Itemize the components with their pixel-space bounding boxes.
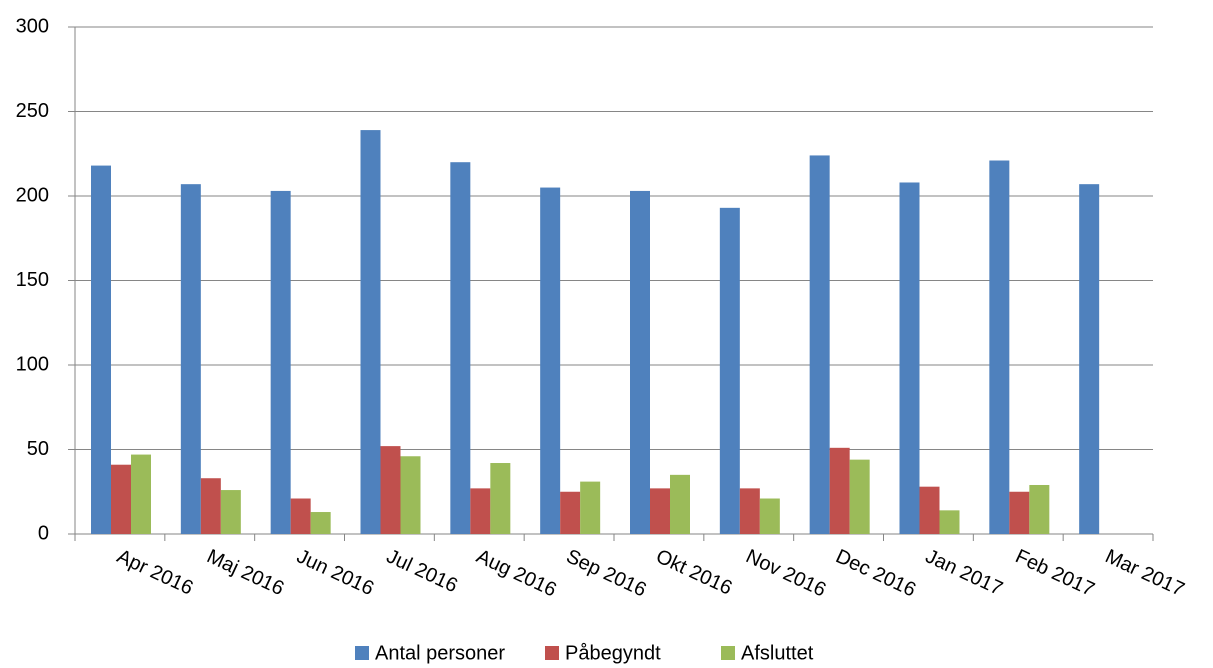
bar (540, 187, 561, 535)
legend-swatch (545, 646, 559, 660)
legend-label: Antal personer (375, 642, 505, 664)
bar (1009, 491, 1030, 534)
bar (829, 447, 850, 534)
bar (470, 488, 491, 534)
x-tick-label: Nov 2016 (742, 545, 829, 601)
x-tick-label: Mar 2017 (1102, 545, 1188, 601)
x-tick-label: Okt 2016 (653, 545, 736, 599)
y-tick-label: 150 (16, 269, 49, 291)
legend-swatch (721, 646, 735, 660)
bar (220, 490, 241, 534)
x-tick-label: Dec 2016 (832, 545, 919, 601)
y-tick-label: 0 (38, 522, 49, 544)
y-tick-label: 50 (27, 438, 49, 460)
bar (310, 512, 331, 534)
bar (739, 488, 760, 534)
y-tick-label: 200 (16, 184, 49, 206)
x-tick-label: Maj 2016 (203, 545, 287, 600)
bar (650, 488, 670, 534)
bar (630, 190, 650, 534)
x-tick-label: Feb 2017 (1012, 545, 1098, 601)
legend-swatch (355, 646, 369, 660)
bar (360, 130, 381, 534)
bar (400, 456, 421, 534)
bar (111, 464, 131, 534)
bar (131, 454, 151, 534)
bar (270, 190, 291, 534)
x-tick-label: Jan 2017 (922, 545, 1006, 600)
bar (1029, 484, 1050, 534)
bar (450, 162, 471, 534)
bar (939, 510, 960, 534)
legend-label: Afsluttet (741, 642, 814, 664)
bar (849, 459, 870, 534)
x-tick-label: Jun 2016 (293, 545, 377, 600)
x-tick-label: Apr 2016 (114, 545, 197, 599)
bar (91, 165, 111, 534)
bar (380, 446, 401, 534)
bar (899, 182, 920, 535)
bar (490, 463, 511, 534)
legend-label: Påbegyndt (565, 642, 661, 664)
y-tick-label: 250 (16, 100, 49, 122)
y-tick-label: 100 (16, 353, 49, 375)
x-tick-label: Sep 2016 (563, 545, 650, 601)
x-tick-label: Aug 2016 (473, 545, 560, 601)
bar (180, 184, 201, 535)
bar (560, 491, 581, 534)
y-tick-label: 300 (16, 15, 49, 37)
bar (759, 498, 780, 534)
bar (1079, 184, 1100, 535)
bar (719, 207, 740, 534)
bar (670, 474, 690, 534)
bar (809, 155, 830, 534)
bar (989, 160, 1010, 534)
x-tick-label: Jul 2016 (383, 545, 461, 597)
bar (580, 481, 601, 534)
bar (290, 498, 311, 534)
bar (919, 486, 940, 534)
bar (200, 478, 221, 534)
